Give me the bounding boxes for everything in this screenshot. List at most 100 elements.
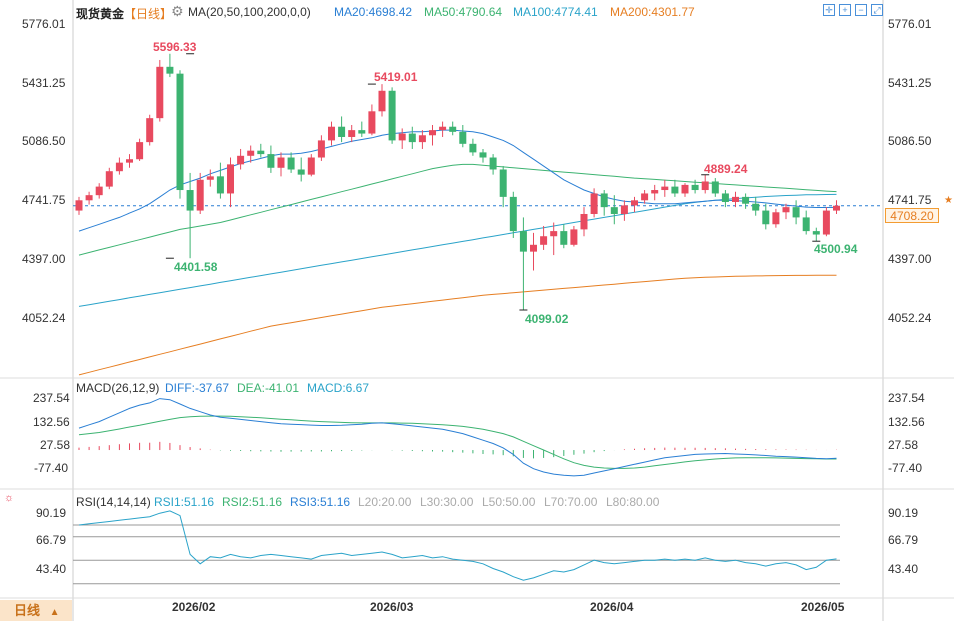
- candle-body: [701, 181, 709, 191]
- candle-body: [418, 135, 426, 143]
- ma200-line: [78, 274, 837, 376]
- candle-body: [721, 193, 729, 203]
- candle-body: [237, 155, 245, 165]
- zoom-in-icon[interactable]: +: [839, 4, 851, 16]
- candle-body: [812, 231, 820, 235]
- ma50-line: [78, 163, 837, 256]
- symbol-label: 现货黄金: [76, 7, 125, 21]
- candle-body: [429, 130, 436, 136]
- candle-body: [358, 130, 366, 134]
- candle-body: [560, 231, 568, 245]
- candle-body: [378, 90, 386, 112]
- ytick-right: 4741.75: [888, 193, 932, 207]
- ma100-label: MA100:4774.41: [513, 5, 598, 19]
- candle-body: [600, 193, 608, 208]
- candle-body: [661, 186, 669, 191]
- rsi-ytick-left: 66.79: [36, 533, 67, 547]
- price-marker-icon: ★: [944, 195, 953, 206]
- candle-body: [196, 179, 204, 211]
- candle-body: [610, 207, 618, 214]
- macd-dea-line: [78, 415, 837, 469]
- ma20-line: [78, 129, 837, 232]
- ma200-label: MA200:4301.77: [610, 5, 695, 19]
- candle-body: [186, 190, 194, 211]
- level-label: L30:30.00: [420, 495, 474, 509]
- annotation-low: 4500.94: [814, 242, 858, 256]
- candle-body: [479, 152, 487, 158]
- rsi-ytick-left: 43.40: [36, 562, 67, 576]
- candle-body: [499, 169, 507, 197]
- period-button[interactable]: 日线 ▲: [0, 600, 72, 621]
- candle-body: [156, 66, 164, 119]
- macd-label: MACD(26,12,9): [76, 381, 160, 395]
- period-tag[interactable]: 【日线】: [124, 7, 173, 21]
- ytick-right: 5086.50: [888, 134, 932, 148]
- candle-body: [267, 154, 275, 168]
- candle-body: [307, 157, 315, 175]
- candle-body: [126, 159, 133, 163]
- candle-body: [176, 73, 184, 191]
- candle-body: [328, 126, 335, 141]
- candle-body: [136, 142, 144, 160]
- rsi1-label: RSI1:51.16: [154, 495, 215, 509]
- ytick-left: 5431.25: [22, 76, 66, 90]
- macd-diff-label: DIFF:-37.67: [165, 381, 230, 395]
- gear-icon[interactable]: ⚙: [171, 3, 184, 19]
- level-label: L50:50.00: [482, 495, 536, 509]
- macd-ytick-right: -77.40: [888, 461, 923, 475]
- rsi-ytick-right: 90.19: [888, 506, 919, 520]
- current-price-box: 4708.20: [885, 208, 939, 223]
- macd-ytick-right: 27.58: [888, 438, 919, 452]
- candle-body: [408, 133, 416, 143]
- candle-body: [227, 164, 234, 194]
- candle-body: [216, 176, 224, 194]
- candle-body: [802, 217, 810, 232]
- candle-body: [519, 231, 527, 252]
- candle-body: [146, 118, 154, 143]
- candle-body: [782, 207, 790, 213]
- annotation-low: 4099.02: [525, 312, 569, 326]
- candle-body: [459, 131, 467, 144]
- candle-body: [732, 196, 739, 203]
- macd-ytick-right: 132.56: [888, 415, 925, 429]
- fullscreen-icon[interactable]: ⤢: [871, 4, 883, 16]
- candle-body: [469, 143, 477, 153]
- candle-body: [115, 162, 123, 172]
- sun-icon[interactable]: ☼: [4, 492, 15, 504]
- level-label: L80:80.00: [606, 495, 660, 509]
- macd-ytick-right: 237.54: [888, 391, 925, 405]
- caret-up-icon: ▲: [49, 607, 60, 618]
- zoom-out-icon[interactable]: −: [855, 4, 867, 16]
- rsi-ytick-left: 90.19: [36, 506, 67, 520]
- macd-ytick-left: -77.40: [34, 461, 69, 475]
- candle-body: [398, 133, 406, 141]
- candle-body: [348, 130, 356, 137]
- annotation-low: 4401.58: [174, 260, 218, 274]
- candle-body: [509, 196, 517, 232]
- macd-value-label: MACD:6.67: [307, 381, 370, 395]
- candle-body: [439, 126, 447, 131]
- candle-body: [691, 184, 699, 191]
- candle-body: [297, 169, 305, 175]
- rsi-line: [78, 510, 837, 581]
- candle-body: [681, 184, 689, 194]
- candle-body: [711, 181, 719, 194]
- macd-ytick-left: 237.54: [33, 391, 70, 405]
- macd-dea-label: DEA:-41.01: [237, 381, 300, 395]
- candle-body: [792, 207, 800, 218]
- ma50-label: MA50:4790.64: [424, 5, 503, 19]
- candle-body: [75, 200, 83, 211]
- candle-body: [550, 231, 558, 237]
- candle-body: [772, 212, 780, 225]
- candle-body: [247, 150, 255, 156]
- crosshair-icon[interactable]: ✛: [823, 4, 835, 16]
- macd-ytick-left: 27.58: [40, 438, 71, 452]
- level-label: L70:70.00: [544, 495, 598, 509]
- candle-body: [166, 66, 174, 74]
- ytick-right: 5776.01: [888, 17, 932, 31]
- rsi-label: RSI(14,14,14): [76, 495, 151, 509]
- ma100-line: [78, 193, 837, 307]
- candle-body: [762, 210, 770, 225]
